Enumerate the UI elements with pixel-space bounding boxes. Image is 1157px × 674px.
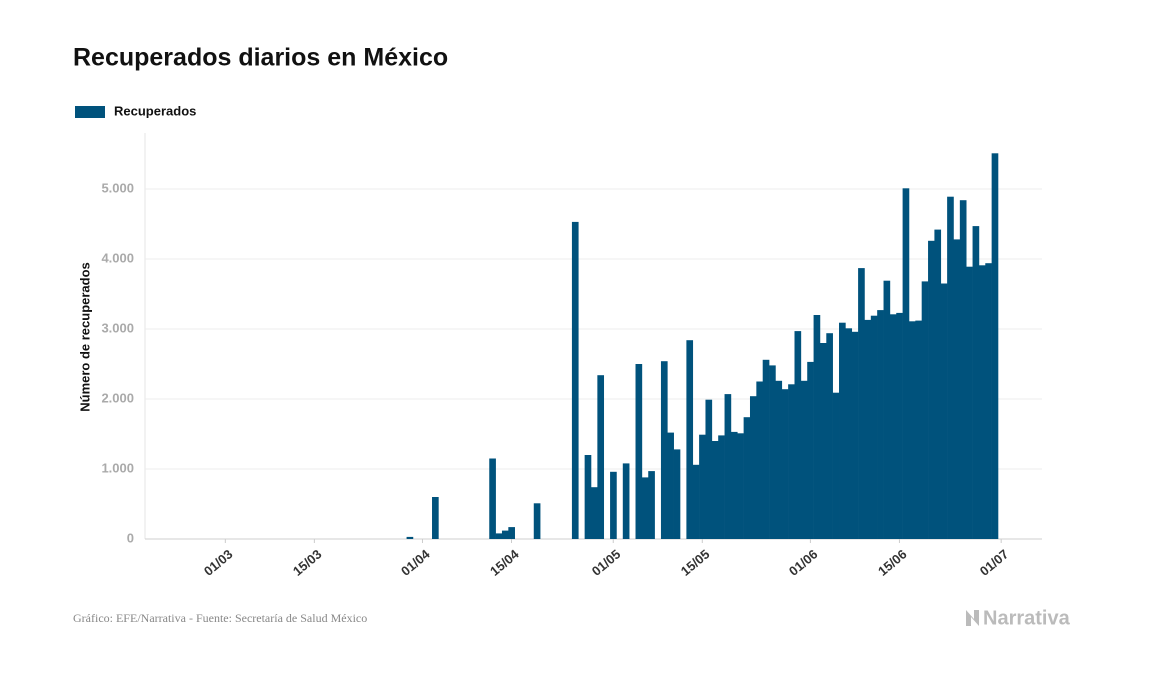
logo: Narrativa	[983, 607, 1071, 629]
bar	[705, 399, 713, 539]
x-tick-label: 15/04	[487, 546, 522, 579]
bar	[972, 226, 980, 539]
bar	[832, 392, 840, 539]
bar	[584, 455, 592, 539]
bar	[660, 361, 668, 539]
bar	[622, 463, 630, 539]
bar	[953, 239, 961, 539]
bar	[877, 310, 884, 539]
bar	[743, 417, 751, 539]
bar	[749, 396, 757, 539]
bar	[800, 380, 808, 539]
bar	[432, 497, 439, 539]
x-tick-label: 15/06	[875, 546, 910, 578]
bar	[769, 365, 776, 539]
bar	[508, 527, 515, 539]
bar	[686, 340, 694, 539]
bar	[826, 333, 833, 539]
bar	[966, 266, 973, 539]
y-tick-label: 4.000	[101, 250, 134, 265]
bar	[781, 389, 789, 539]
bar	[896, 312, 903, 539]
x-tick-label: 15/05	[678, 546, 713, 578]
x-tick-label: 15/03	[290, 546, 325, 578]
bar	[711, 441, 719, 539]
y-tick-label: 1.000	[101, 460, 134, 475]
bar	[648, 471, 655, 539]
y-axis-label: Número de recuperados	[77, 262, 92, 412]
chart-title: Recuperados diarios en México	[73, 44, 448, 72]
bar	[489, 458, 496, 539]
bar	[839, 322, 846, 539]
y-tick-label: 0	[127, 530, 134, 545]
bar	[934, 229, 942, 539]
bar	[667, 432, 674, 539]
bar	[718, 435, 725, 539]
x-tick-label: 01/04	[398, 546, 433, 579]
bar	[794, 331, 802, 539]
bar	[902, 188, 910, 540]
bar	[737, 433, 744, 539]
bar	[610, 471, 617, 539]
bar	[889, 314, 897, 539]
bar	[883, 280, 891, 539]
x-tick-label: 01/07	[977, 546, 1012, 578]
bar	[495, 533, 503, 539]
bar	[730, 431, 738, 539]
bar	[921, 281, 929, 539]
bar	[985, 263, 992, 539]
bar	[699, 434, 706, 539]
x-tick-label: 01/03	[201, 546, 236, 578]
bar	[947, 196, 954, 539]
bar	[591, 487, 598, 539]
x-tick-label: 01/06	[786, 546, 821, 578]
y-tick-label: 3.000	[101, 320, 134, 335]
bar	[915, 320, 922, 539]
bar	[692, 464, 700, 539]
bar	[845, 328, 853, 539]
y-tick-label: 5.000	[101, 180, 134, 195]
bar	[940, 283, 948, 539]
bar	[406, 536, 414, 539]
source: Gráfico: EFE/Narrativa - Fuente: Secreta…	[73, 611, 367, 625]
bar	[870, 315, 878, 539]
bar	[788, 384, 795, 539]
bar	[813, 315, 821, 539]
bar	[775, 380, 783, 539]
bar	[978, 265, 986, 539]
bar	[724, 394, 732, 539]
legend-label: Recuperados	[114, 103, 196, 118]
bar	[571, 221, 579, 539]
bar	[991, 153, 999, 540]
bar	[533, 503, 541, 539]
bar	[673, 449, 681, 539]
bar	[908, 321, 916, 539]
bar	[635, 364, 643, 539]
y-tick-label: 2.000	[101, 390, 134, 405]
bar	[501, 530, 509, 539]
bar	[858, 268, 865, 539]
bar	[959, 200, 967, 539]
bar	[597, 375, 605, 539]
bar	[928, 240, 935, 540]
x-tick-label: 01/05	[589, 546, 624, 578]
bar	[864, 319, 872, 539]
legend-swatch	[75, 106, 105, 118]
bar	[762, 359, 770, 539]
bar	[756, 381, 764, 539]
logo-icon	[966, 610, 979, 626]
bar	[819, 343, 827, 539]
bar	[851, 331, 859, 539]
bar	[641, 477, 649, 539]
bar	[807, 361, 814, 539]
